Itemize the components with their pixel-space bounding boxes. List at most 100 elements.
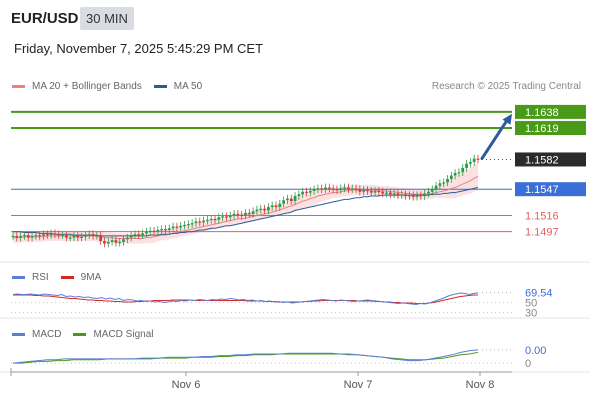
macd-signal-legend-label: MACD Signal	[93, 329, 154, 340]
candle-body	[57, 234, 61, 236]
price-levels: 1.1638 1.1619 1.1582 1.1547 1.1516 1.1497	[11, 104, 586, 239]
candle-body	[164, 229, 167, 231]
forecast-arrow-shaft	[480, 120, 508, 160]
candle-body	[114, 240, 118, 243]
main-legend: MA 20 + Bollinger Bands MA 50	[12, 81, 214, 92]
candle-body	[407, 195, 411, 197]
candle-body	[19, 235, 23, 238]
candle-body	[183, 224, 186, 227]
candle-body	[373, 190, 377, 193]
support-level-tag-label: 1.1516	[525, 211, 559, 223]
ma50-legend-swatch	[153, 85, 167, 88]
macd-tick-label: 0.00	[525, 345, 546, 357]
rsi-ma-legend-label: 9MA	[80, 272, 102, 283]
candle-body	[236, 213, 240, 216]
currency-pair-title: EUR/USD	[11, 10, 79, 27]
resistance-level-tag-bg	[515, 121, 586, 136]
candle-body	[247, 212, 251, 215]
candle-body	[362, 190, 366, 192]
candle-body	[446, 179, 449, 183]
candle-body	[347, 187, 350, 190]
candle-body	[343, 187, 346, 189]
candle-body	[468, 162, 472, 164]
candle-body	[377, 190, 381, 193]
candle-body	[461, 167, 465, 173]
candle-body	[240, 214, 244, 216]
x-axis-tick-label: Nov 8	[466, 379, 495, 391]
candle-body	[415, 195, 419, 197]
candle-body	[259, 208, 263, 210]
candle-body	[289, 198, 293, 202]
candle-body	[217, 217, 221, 220]
x-axis-tick-label: Nov 7	[344, 379, 373, 391]
macd-signal-legend-swatch	[73, 333, 87, 336]
candle-body	[15, 235, 19, 238]
candle-body	[339, 188, 343, 191]
candle-body	[186, 224, 190, 226]
candle-body	[26, 235, 30, 238]
candle-body	[358, 189, 362, 192]
rsi-tick-label: 30	[525, 308, 537, 320]
timeframe-badge[interactable]: 30 MIN	[80, 7, 134, 30]
rsi-legend: RSI 9MA	[12, 272, 113, 283]
candle-body	[72, 235, 76, 238]
candle-body	[232, 213, 236, 216]
candle-body	[244, 212, 247, 216]
candle-body	[388, 192, 392, 195]
macd-signal-line	[13, 351, 479, 364]
candle-body	[141, 233, 144, 236]
candle-body	[221, 216, 225, 218]
candle-body	[366, 190, 369, 192]
ma20-line	[13, 176, 479, 239]
candle-body	[270, 205, 274, 208]
forecast-arrow	[480, 113, 512, 160]
macd-legend: MACD MACD Signal	[12, 329, 165, 340]
candle-body	[76, 235, 80, 238]
candle-body	[305, 191, 308, 193]
candle-body	[385, 192, 388, 194]
candlesticks	[11, 154, 480, 248]
candle-body	[293, 195, 297, 202]
candle-body	[125, 237, 129, 240]
candle-body	[175, 226, 179, 228]
candle-body	[286, 198, 289, 201]
candle-body	[156, 229, 160, 232]
macd-legend-swatch	[12, 333, 25, 336]
candle-body	[423, 193, 427, 196]
ma20-legend-label: MA 20 + Bollinger Bands	[32, 81, 142, 92]
chart-datetime: Friday, November 7, 2025 5:45:29 PM CET	[14, 41, 264, 56]
candle-body	[68, 237, 72, 239]
chart-header: EUR/USD 30 MIN	[0, 0, 590, 38]
candle-body	[312, 189, 316, 191]
candle-body	[87, 234, 91, 236]
candle-body	[400, 194, 404, 196]
rsi-legend-label: RSI	[32, 272, 49, 283]
candle-body	[167, 228, 171, 230]
candle-body	[160, 229, 164, 231]
candle-body	[38, 235, 42, 237]
macd-line	[12, 349, 479, 364]
last-price-tag-bg	[515, 152, 586, 167]
candle-body	[213, 218, 217, 221]
candle-body	[350, 188, 354, 190]
candle-body	[42, 234, 45, 236]
candle-body	[274, 205, 278, 208]
candle-body	[316, 188, 320, 190]
candle-body	[419, 195, 423, 197]
ma50-legend-label: MA 50	[173, 81, 203, 92]
last-price-tag-label: 1.1582	[525, 154, 559, 166]
rsi-ma-legend-swatch	[60, 276, 74, 279]
candle-body	[198, 221, 202, 223]
candle-body	[99, 235, 103, 242]
candle-body	[53, 233, 57, 235]
candle-body	[145, 231, 148, 234]
candle-body	[453, 173, 457, 176]
candle-body	[297, 194, 301, 196]
candle-body	[137, 234, 141, 236]
candle-body	[84, 235, 87, 237]
candle-body	[118, 241, 122, 244]
moving-averages	[13, 176, 479, 239]
candle-body	[152, 230, 156, 233]
candle-body	[95, 235, 99, 237]
candle-body	[404, 194, 407, 196]
